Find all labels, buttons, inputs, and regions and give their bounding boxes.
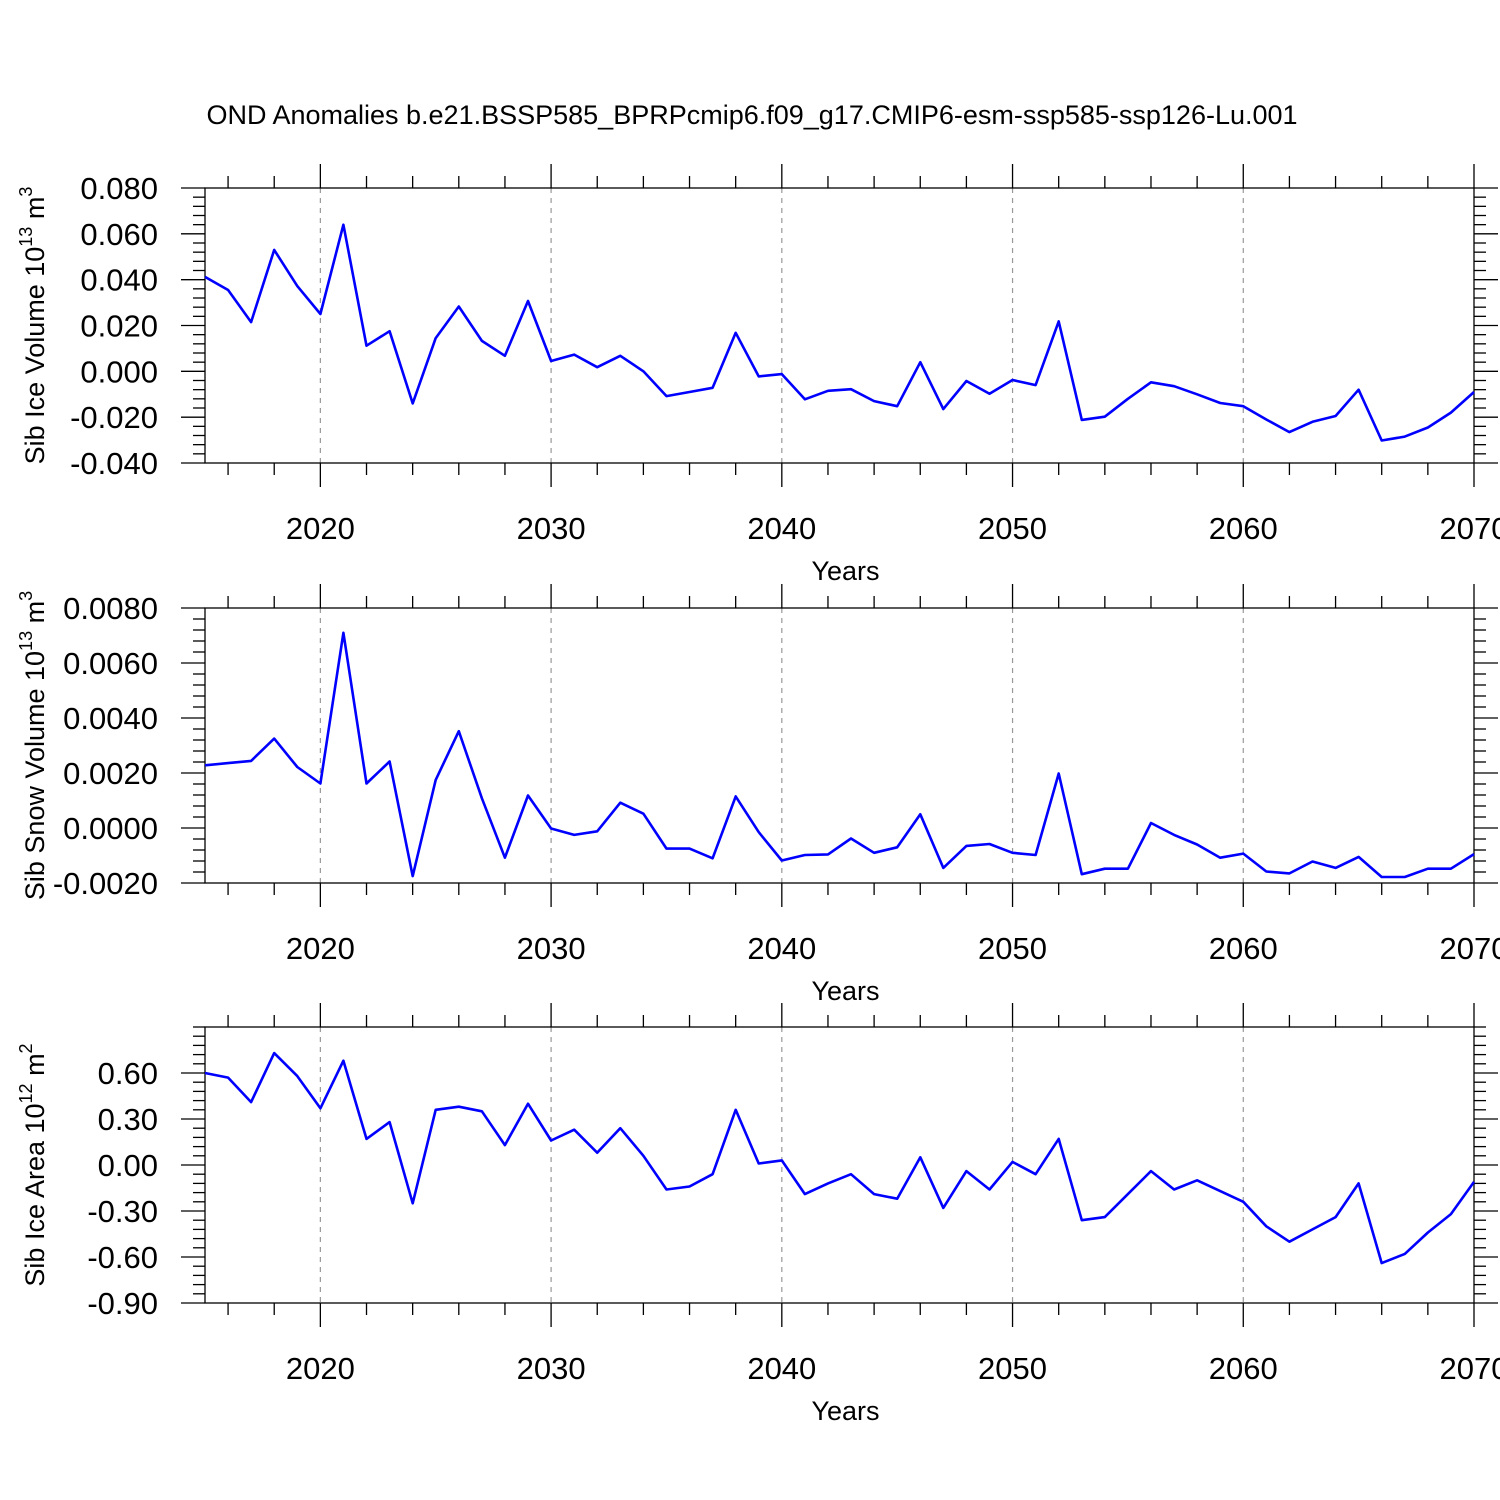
plot-frame: [204, 607, 1475, 884]
y-tick-label: -0.30: [87, 1194, 158, 1229]
figure-title: OND Anomalies b.e21.BSSP585_BPRPcmip6.f0…: [206, 100, 1297, 130]
y-tick-label: 0.0040: [63, 701, 158, 736]
y-tick-label: 0.0000: [63, 811, 158, 846]
x-tick-label: 2040: [747, 511, 816, 546]
chart-panel-1: 2020 2030 2040 2050 2060 2070 Years -0.040 -0.02…: [16, 164, 1500, 586]
y-tick-label: -0.60: [87, 1240, 158, 1275]
y-axis-label-text: Sib Ice Volume 10: [20, 247, 50, 465]
y-axis-label: Sib Ice Area 1012 m2: [16, 1043, 50, 1286]
x-tick-label: 2050: [978, 1351, 1047, 1386]
y-tick-label: 0.0060: [63, 646, 158, 681]
y-axis-label-exponent: 3: [16, 591, 36, 601]
series-line: [204, 631, 1475, 879]
x-tick-label: 2020: [286, 511, 355, 546]
y-axis-label-exponent: 12: [16, 1083, 36, 1103]
x-tick-label: 2020: [286, 1351, 355, 1386]
x-axis-label: Years: [811, 976, 879, 1006]
x-tick-label: 2060: [1209, 1351, 1278, 1386]
y-axis-label-exponent: 13: [16, 227, 36, 247]
x-tick-label: 2020: [286, 931, 355, 966]
x-axis-label: Years: [811, 1396, 879, 1426]
y-tick-label: 0.040: [80, 263, 158, 298]
plot-frame: [204, 1026, 1475, 1304]
x-tick-label: 2060: [1209, 931, 1278, 966]
y-tick-label: -0.90: [87, 1286, 158, 1321]
y-tick-label: 0.060: [80, 217, 158, 252]
panels: 2020 2030 2040 2050 2060 2070 Years -0.040 -0.02…: [16, 164, 1500, 1426]
y-axis-label-text: Sib Ice Area 10: [20, 1103, 50, 1286]
y-axis-label-exponent: 2: [16, 1043, 36, 1053]
y-axis-label: Sib Ice Volume 1013 m3: [16, 187, 50, 465]
y-tick-label: 0.30: [98, 1102, 158, 1137]
series-line: [204, 1051, 1476, 1265]
x-tick-label: 2070: [1440, 931, 1500, 966]
y-tick-label: 0.020: [80, 309, 158, 344]
y-tick-label: -0.0020: [53, 866, 158, 901]
chart-panel-2: 2020 2030 2040 2050 2060 2070 Years -0.0020 0.00…: [16, 584, 1500, 1006]
y-axis-label-unit: m: [20, 601, 50, 631]
x-tick-label: 2030: [517, 1351, 586, 1386]
x-tick-label: 2070: [1440, 511, 1500, 546]
x-axis-label: Years: [811, 556, 879, 586]
y-tick-label: -0.040: [70, 446, 158, 481]
y-tick-label: 0.000: [80, 354, 158, 389]
y-axis-label-exponent: 13: [16, 631, 36, 651]
y-tick-label: 0.0080: [63, 591, 158, 626]
y-axis-label-unit: m: [20, 1053, 50, 1083]
chart-panel-3: 2020 2030 2040 2050 2060 2070 Years -0.90 -0.60 -…: [16, 1003, 1500, 1426]
y-axis-label-text: Sib Snow Volume 10: [20, 651, 50, 900]
x-tick-label: 2040: [747, 931, 816, 966]
y-axis-label-unit: m: [20, 197, 50, 227]
y-tick-label: 0.080: [80, 171, 158, 206]
y-tick-label: 0.60: [98, 1056, 158, 1091]
x-tick-label: 2040: [747, 1351, 816, 1386]
plot-frame: [204, 187, 1475, 464]
x-tick-label: 2070: [1440, 1351, 1500, 1386]
x-tick-label: 2050: [978, 931, 1047, 966]
series-line: [204, 223, 1475, 442]
x-tick-label: 2030: [517, 511, 586, 546]
y-axis-label: Sib Snow Volume 1013 m3: [16, 591, 50, 900]
x-tick-label: 2060: [1209, 511, 1278, 546]
y-tick-label: 0.00: [98, 1148, 158, 1183]
x-tick-label: 2030: [517, 931, 586, 966]
y-tick-label: 0.0020: [63, 756, 158, 791]
y-axis-label-exponent: 3: [16, 187, 36, 197]
y-tick-label: -0.020: [70, 400, 158, 435]
x-tick-label: 2050: [978, 511, 1047, 546]
